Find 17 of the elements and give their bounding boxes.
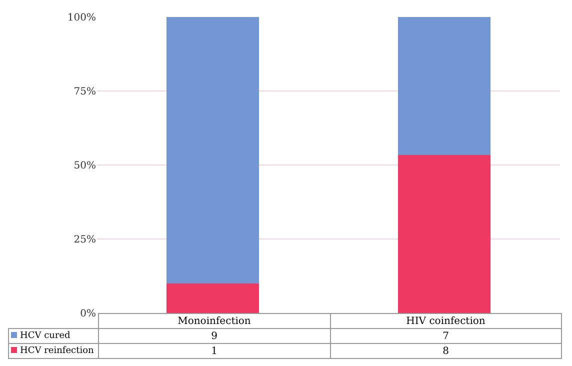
- text: 1: [98, 344, 330, 358]
- legend-label: HCV reinfection: [20, 346, 94, 356]
- bar: [166, 17, 260, 284]
- legend-label: HCV cured: [20, 331, 70, 341]
- bar: [398, 155, 491, 313]
- text: 7: [330, 328, 562, 344]
- y-tick-label: 0%: [80, 308, 96, 320]
- text: 8: [330, 344, 562, 358]
- x-tick-label: HIV coinfection: [330, 314, 562, 328]
- y-tick-label: 50%: [74, 160, 96, 172]
- bar: [398, 17, 491, 156]
- x-tick-label: Monoinfection: [98, 314, 330, 328]
- y-tick-label: 100%: [67, 12, 96, 24]
- y-tick-label: 75%: [74, 86, 96, 98]
- text: 9: [98, 328, 330, 344]
- y-tick-label: 25%: [74, 234, 96, 246]
- bar: [166, 283, 260, 313]
